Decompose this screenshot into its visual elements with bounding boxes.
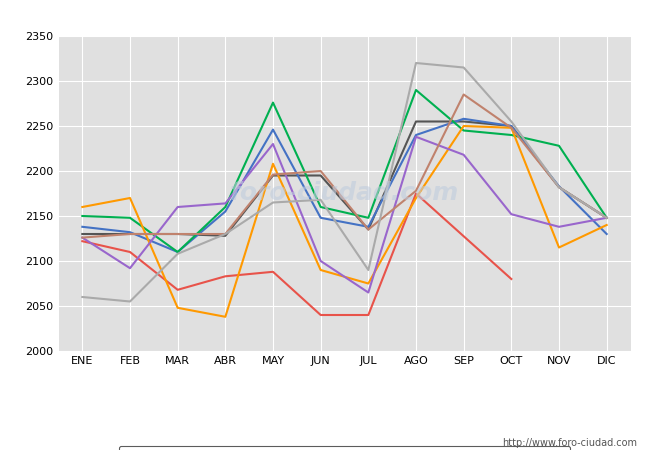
Text: Afiliados en Aceuchal a 30/11/2024: Afiliados en Aceuchal a 30/11/2024 [190,9,460,24]
Text: http://www.foro-ciudad.com: http://www.foro-ciudad.com [502,438,637,448]
Legend: 2024, 2023, 2022, 2021, 2020, 2019, 2018, 2017: 2024, 2023, 2022, 2021, 2020, 2019, 2018… [119,446,570,450]
Text: foro-ciudad.com: foro-ciudad.com [230,181,459,206]
